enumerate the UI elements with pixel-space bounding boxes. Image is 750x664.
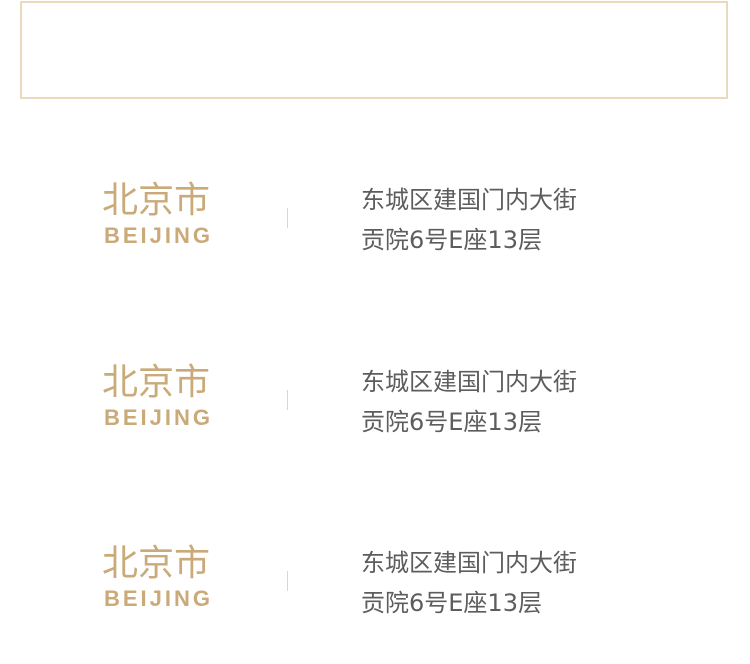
vertical-divider xyxy=(287,390,288,410)
location-item: 北京市 BEIJING 东城区建国门内大街 贡院6号E座13层 xyxy=(0,180,750,270)
city-logo: 北京市 BEIJING xyxy=(102,362,212,442)
city-chinese-name: 北京市 xyxy=(102,543,211,584)
city-english-name: BEIJING xyxy=(104,586,214,611)
address-line-2: 贡院6号E座13层 xyxy=(361,408,542,436)
address-line-1: 东城区建国门内大街 xyxy=(361,186,577,214)
vertical-divider xyxy=(287,208,288,228)
address-text: 东城区建国门内大街 贡院6号E座13层 xyxy=(361,543,641,623)
location-item: 北京市 BEIJING 东城区建国门内大街 贡院6号E座13层 xyxy=(0,362,750,452)
city-english-name: BEIJING xyxy=(104,223,214,248)
address-text: 东城区建国门内大街 贡院6号E座13层 xyxy=(361,362,641,442)
city-logo: 北京市 BEIJING xyxy=(102,180,212,260)
address-line-2: 贡院6号E座13层 xyxy=(361,589,542,617)
empty-input-box[interactable] xyxy=(20,1,728,99)
city-chinese-name: 北京市 xyxy=(102,362,211,403)
address-line-2: 贡院6号E座13层 xyxy=(361,226,542,254)
address-line-1: 东城区建国门内大街 xyxy=(361,368,577,396)
location-item: 北京市 BEIJING 东城区建国门内大街 贡院6号E座13层 xyxy=(0,543,750,633)
city-english-name: BEIJING xyxy=(104,405,214,430)
city-chinese-name: 北京市 xyxy=(102,180,211,221)
address-line-1: 东城区建国门内大街 xyxy=(361,549,577,577)
address-text: 东城区建国门内大街 贡院6号E座13层 xyxy=(361,180,641,260)
city-logo: 北京市 BEIJING xyxy=(102,543,212,623)
vertical-divider xyxy=(287,571,288,591)
